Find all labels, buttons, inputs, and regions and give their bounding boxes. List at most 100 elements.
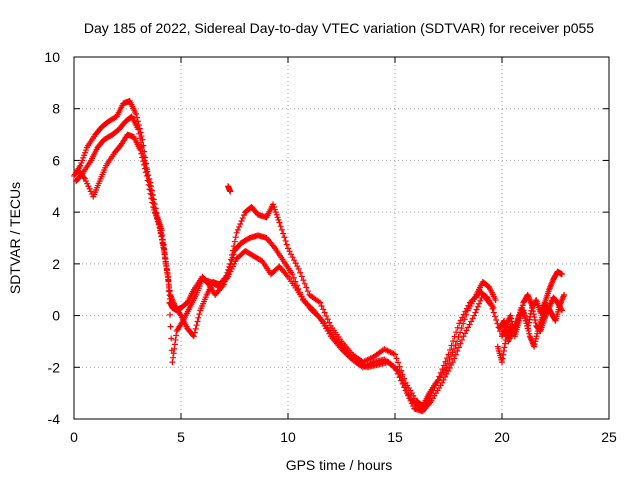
data-point bbox=[449, 349, 456, 356]
data-point bbox=[500, 348, 507, 355]
data-point bbox=[166, 300, 173, 307]
data-point bbox=[194, 318, 201, 325]
data-point bbox=[303, 284, 310, 291]
y-tick-label: -2 bbox=[48, 359, 61, 375]
data-point bbox=[298, 273, 305, 280]
data-point bbox=[532, 317, 539, 324]
data-point bbox=[167, 323, 174, 330]
data-point bbox=[190, 333, 197, 340]
data-point bbox=[492, 297, 499, 304]
data-point bbox=[396, 374, 403, 381]
data-point bbox=[476, 300, 483, 307]
y-tick-label: 2 bbox=[52, 256, 60, 272]
data-point bbox=[153, 215, 160, 222]
data-point bbox=[232, 234, 239, 241]
data-point bbox=[393, 367, 400, 374]
data-point bbox=[280, 230, 287, 237]
data-point bbox=[392, 351, 398, 358]
data-point bbox=[300, 277, 307, 284]
data-point bbox=[321, 309, 328, 316]
grid bbox=[74, 57, 609, 419]
data-point bbox=[136, 130, 143, 137]
data-point bbox=[156, 224, 163, 231]
data-point bbox=[507, 312, 514, 319]
data-point bbox=[139, 154, 146, 161]
x-tick-label: 25 bbox=[601, 429, 617, 445]
data-point bbox=[160, 242, 167, 249]
data-point bbox=[451, 345, 458, 352]
data-point bbox=[196, 311, 203, 318]
data-point bbox=[454, 348, 461, 355]
data-point bbox=[399, 380, 406, 387]
data-point bbox=[473, 306, 480, 313]
data-point bbox=[488, 302, 495, 309]
data-point bbox=[474, 303, 481, 310]
data-point bbox=[173, 332, 180, 339]
plot-frame bbox=[73, 56, 610, 420]
data-point bbox=[396, 363, 403, 370]
data-point bbox=[168, 335, 175, 342]
data-point bbox=[234, 226, 241, 233]
data-point bbox=[160, 245, 167, 252]
data-point bbox=[500, 351, 507, 358]
data-point bbox=[463, 311, 470, 318]
y-tick-label: -4 bbox=[48, 411, 61, 427]
data-point bbox=[283, 241, 290, 248]
data-point bbox=[277, 223, 284, 230]
data-point bbox=[508, 318, 515, 325]
data-point bbox=[320, 306, 327, 313]
data-point bbox=[558, 306, 565, 313]
data-point bbox=[155, 221, 162, 228]
data-point bbox=[80, 174, 87, 181]
data-point bbox=[317, 299, 324, 306]
data-point bbox=[530, 308, 537, 315]
data-point bbox=[449, 359, 456, 366]
data-point bbox=[238, 218, 245, 225]
y-tick-label: 10 bbox=[44, 49, 60, 65]
data-point bbox=[233, 229, 240, 236]
data-point bbox=[195, 314, 202, 321]
data-point bbox=[446, 356, 453, 363]
data-point bbox=[447, 353, 454, 360]
data-point bbox=[491, 313, 498, 320]
data-point bbox=[142, 169, 149, 176]
data-point bbox=[146, 186, 153, 193]
data-point bbox=[151, 206, 158, 213]
data-point bbox=[454, 338, 461, 345]
data-point bbox=[231, 238, 238, 245]
data-point bbox=[240, 212, 247, 219]
data-point bbox=[301, 280, 308, 287]
data-point bbox=[236, 223, 243, 230]
data-point bbox=[165, 276, 172, 283]
data-point bbox=[472, 309, 479, 316]
data-point bbox=[458, 325, 465, 332]
data-point bbox=[323, 312, 330, 319]
data-point bbox=[229, 254, 236, 261]
data-point bbox=[154, 218, 161, 225]
data-point bbox=[318, 302, 325, 309]
data-point bbox=[460, 320, 467, 327]
data-point bbox=[192, 325, 199, 332]
data-point bbox=[164, 271, 171, 278]
data-point bbox=[137, 147, 144, 154]
y-tick-label: 4 bbox=[52, 204, 60, 220]
data-point bbox=[191, 329, 198, 336]
data-point bbox=[393, 355, 400, 362]
data-point bbox=[163, 267, 170, 274]
data-point bbox=[395, 370, 402, 377]
data-point bbox=[166, 283, 173, 290]
x-tick-label: 5 bbox=[177, 429, 185, 445]
data-point bbox=[278, 226, 285, 233]
y-axis-label: SDTVAR / TECUs bbox=[7, 182, 23, 294]
data-point bbox=[501, 317, 508, 324]
data-point bbox=[458, 336, 465, 343]
data-point bbox=[276, 219, 283, 226]
x-tick-label: 10 bbox=[280, 429, 296, 445]
data-point bbox=[395, 359, 402, 366]
data-point bbox=[392, 364, 398, 371]
data-point bbox=[169, 359, 176, 366]
data-point bbox=[162, 258, 169, 265]
data-point bbox=[239, 215, 246, 222]
data-point bbox=[290, 274, 297, 281]
